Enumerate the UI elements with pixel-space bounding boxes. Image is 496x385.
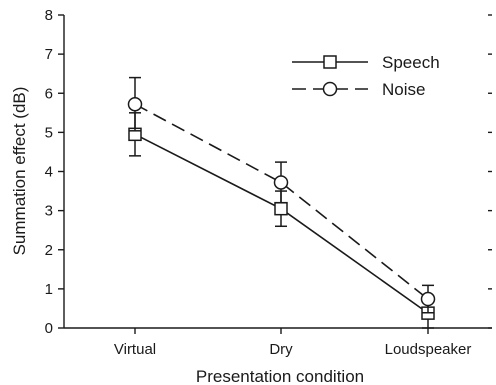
y-tick-label: 6 (45, 85, 53, 102)
y-tick-label: 7 (45, 46, 53, 63)
data-point-noise (420, 291, 436, 307)
series-line-noise (134, 103, 429, 300)
x-axis-title: Presentation condition (196, 367, 364, 385)
y-tick-label: 1 (45, 281, 53, 298)
series-layer (127, 76, 436, 329)
y-tick-label: 0 (45, 320, 53, 337)
series-noise (127, 76, 436, 314)
legend-label: Noise (382, 80, 425, 99)
x-tick-label: Loudspeaker (385, 341, 472, 358)
y-tick-label: 4 (45, 164, 53, 181)
x-tick-label: Dry (269, 341, 293, 358)
legend-marker (322, 81, 338, 97)
data-point-noise (273, 175, 289, 190)
legend: Speech Noise (292, 53, 440, 99)
y-tick-label: 5 (45, 124, 53, 141)
data-point-noise (127, 96, 143, 112)
y-tick-label: 3 (45, 203, 53, 220)
legend-item-noise: Noise (292, 80, 425, 99)
series-speech (128, 112, 435, 329)
axes: 0 1 2 3 4 5 6 7 8 Virtual Dry Loudspeaker (45, 7, 492, 358)
y-tick-label: 2 (45, 242, 53, 259)
x-tick-label: Virtual (114, 341, 156, 358)
y-axis-title: Summation effect (dB) (10, 87, 29, 256)
legend-marker (323, 55, 337, 69)
y-tick-label: 8 (45, 7, 53, 24)
legend-item-speech: Speech (292, 53, 440, 72)
legend-label: Speech (382, 53, 440, 72)
data-point-speech (274, 201, 288, 216)
